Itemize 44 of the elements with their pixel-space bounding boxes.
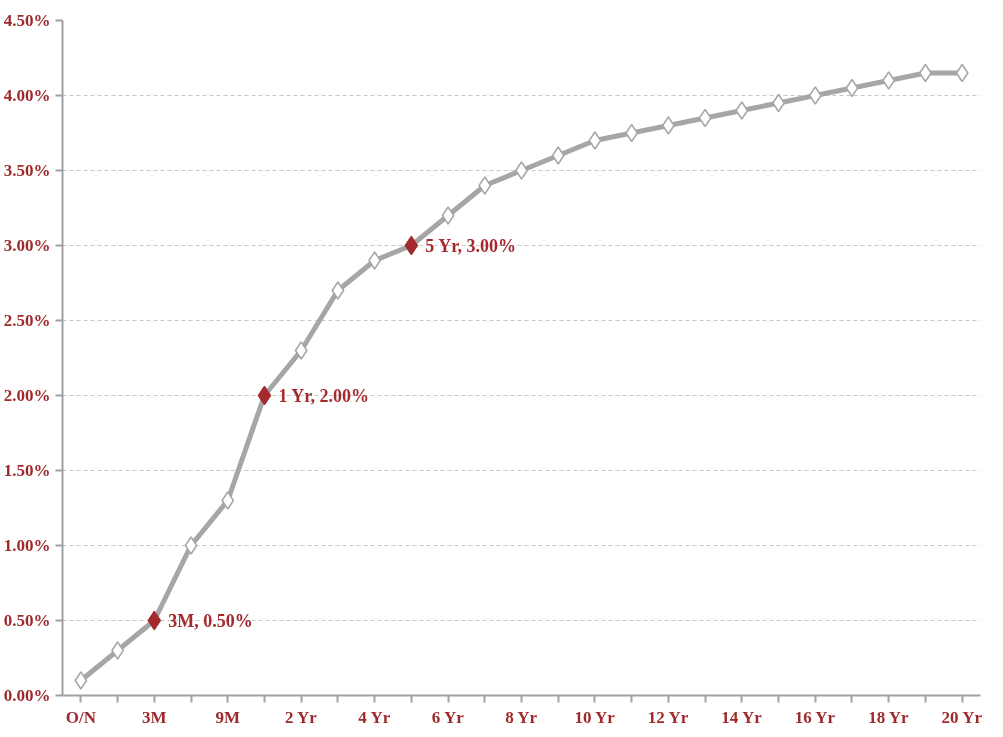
x-tick-label: 12 Yr [647, 707, 689, 727]
point [441, 206, 455, 225]
point [74, 671, 88, 690]
point [184, 536, 198, 555]
x-tick-label: 20 Yr [941, 707, 983, 727]
point [221, 491, 235, 510]
point [551, 146, 565, 165]
y-tick-label: 2.50% [3, 311, 51, 330]
point [331, 281, 345, 300]
y-tick-label: 0.50% [3, 611, 51, 630]
x-tick-label: 4 Yr [358, 707, 391, 727]
data-label: 1 Yr, 2.00% [278, 385, 370, 406]
x-tick-label: 18 Yr [868, 707, 910, 727]
x-tick-label: 8 Yr [505, 707, 538, 727]
x-tick-label: 3M [142, 707, 167, 727]
x-tick-label: O/N [65, 707, 97, 727]
y-tick-label: 4.00% [3, 86, 51, 105]
point [478, 176, 492, 195]
point [588, 131, 602, 150]
point [808, 86, 822, 105]
x-tick-label: 16 Yr [794, 707, 836, 727]
y-tick-label: 3.00% [3, 236, 51, 255]
x-tick-label: 6 Yr [431, 707, 465, 727]
data-label: 3M, 0.50% [168, 610, 253, 631]
x-tick-label: 2 Yr [284, 707, 318, 727]
y-tick-label: 2.00% [3, 386, 51, 405]
point [294, 341, 308, 360]
y-tick-label: 3.50% [3, 161, 51, 180]
point [955, 63, 969, 83]
x-tick-label: 9M [215, 707, 241, 727]
point [625, 123, 639, 143]
point [698, 108, 712, 128]
point [882, 71, 896, 90]
y-tick-label: 0.00% [3, 686, 51, 705]
data-label: 5 Yr, 3.00% [425, 235, 517, 256]
point [735, 101, 749, 120]
x-tick-label: 14 Yr [721, 707, 763, 727]
y-tick-label: 1.50% [3, 461, 51, 480]
x-tick-label: 10 Yr [574, 707, 616, 727]
point [661, 116, 675, 135]
y-tick-label: 1.00% [3, 536, 51, 555]
point [845, 78, 859, 98]
point [368, 251, 382, 270]
y-tick-label: 4.50% [3, 11, 51, 30]
